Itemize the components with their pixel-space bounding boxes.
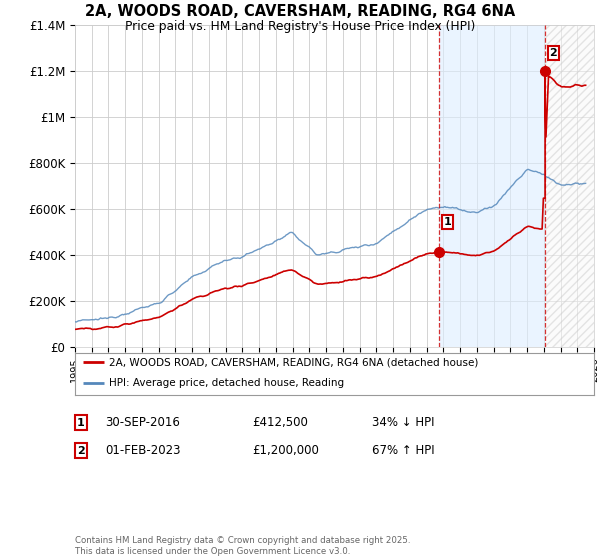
Text: 01-FEB-2023: 01-FEB-2023 [105,444,181,458]
Bar [545,25,594,347]
Text: Price paid vs. HM Land Registry's House Price Index (HPI): Price paid vs. HM Land Registry's House … [125,20,475,32]
Text: £412,500: £412,500 [252,416,308,430]
Text: 2: 2 [550,48,557,58]
Text: 2: 2 [77,446,85,456]
Text: 1: 1 [77,418,85,428]
Bar [439,25,545,347]
Text: £1,200,000: £1,200,000 [252,444,319,458]
Text: Contains HM Land Registry data © Crown copyright and database right 2025.
This d: Contains HM Land Registry data © Crown c… [75,536,410,556]
Text: 2A, WOODS ROAD, CAVERSHAM, READING, RG4 6NA (detached house): 2A, WOODS ROAD, CAVERSHAM, READING, RG4 … [109,357,478,367]
Text: 67% ↑ HPI: 67% ↑ HPI [372,444,434,458]
Text: 34% ↓ HPI: 34% ↓ HPI [372,416,434,430]
Text: 1: 1 [443,217,451,227]
Text: 2A, WOODS ROAD, CAVERSHAM, READING, RG4 6NA: 2A, WOODS ROAD, CAVERSHAM, READING, RG4 … [85,4,515,20]
Text: HPI: Average price, detached house, Reading: HPI: Average price, detached house, Read… [109,378,344,388]
Text: 30-SEP-2016: 30-SEP-2016 [105,416,180,430]
